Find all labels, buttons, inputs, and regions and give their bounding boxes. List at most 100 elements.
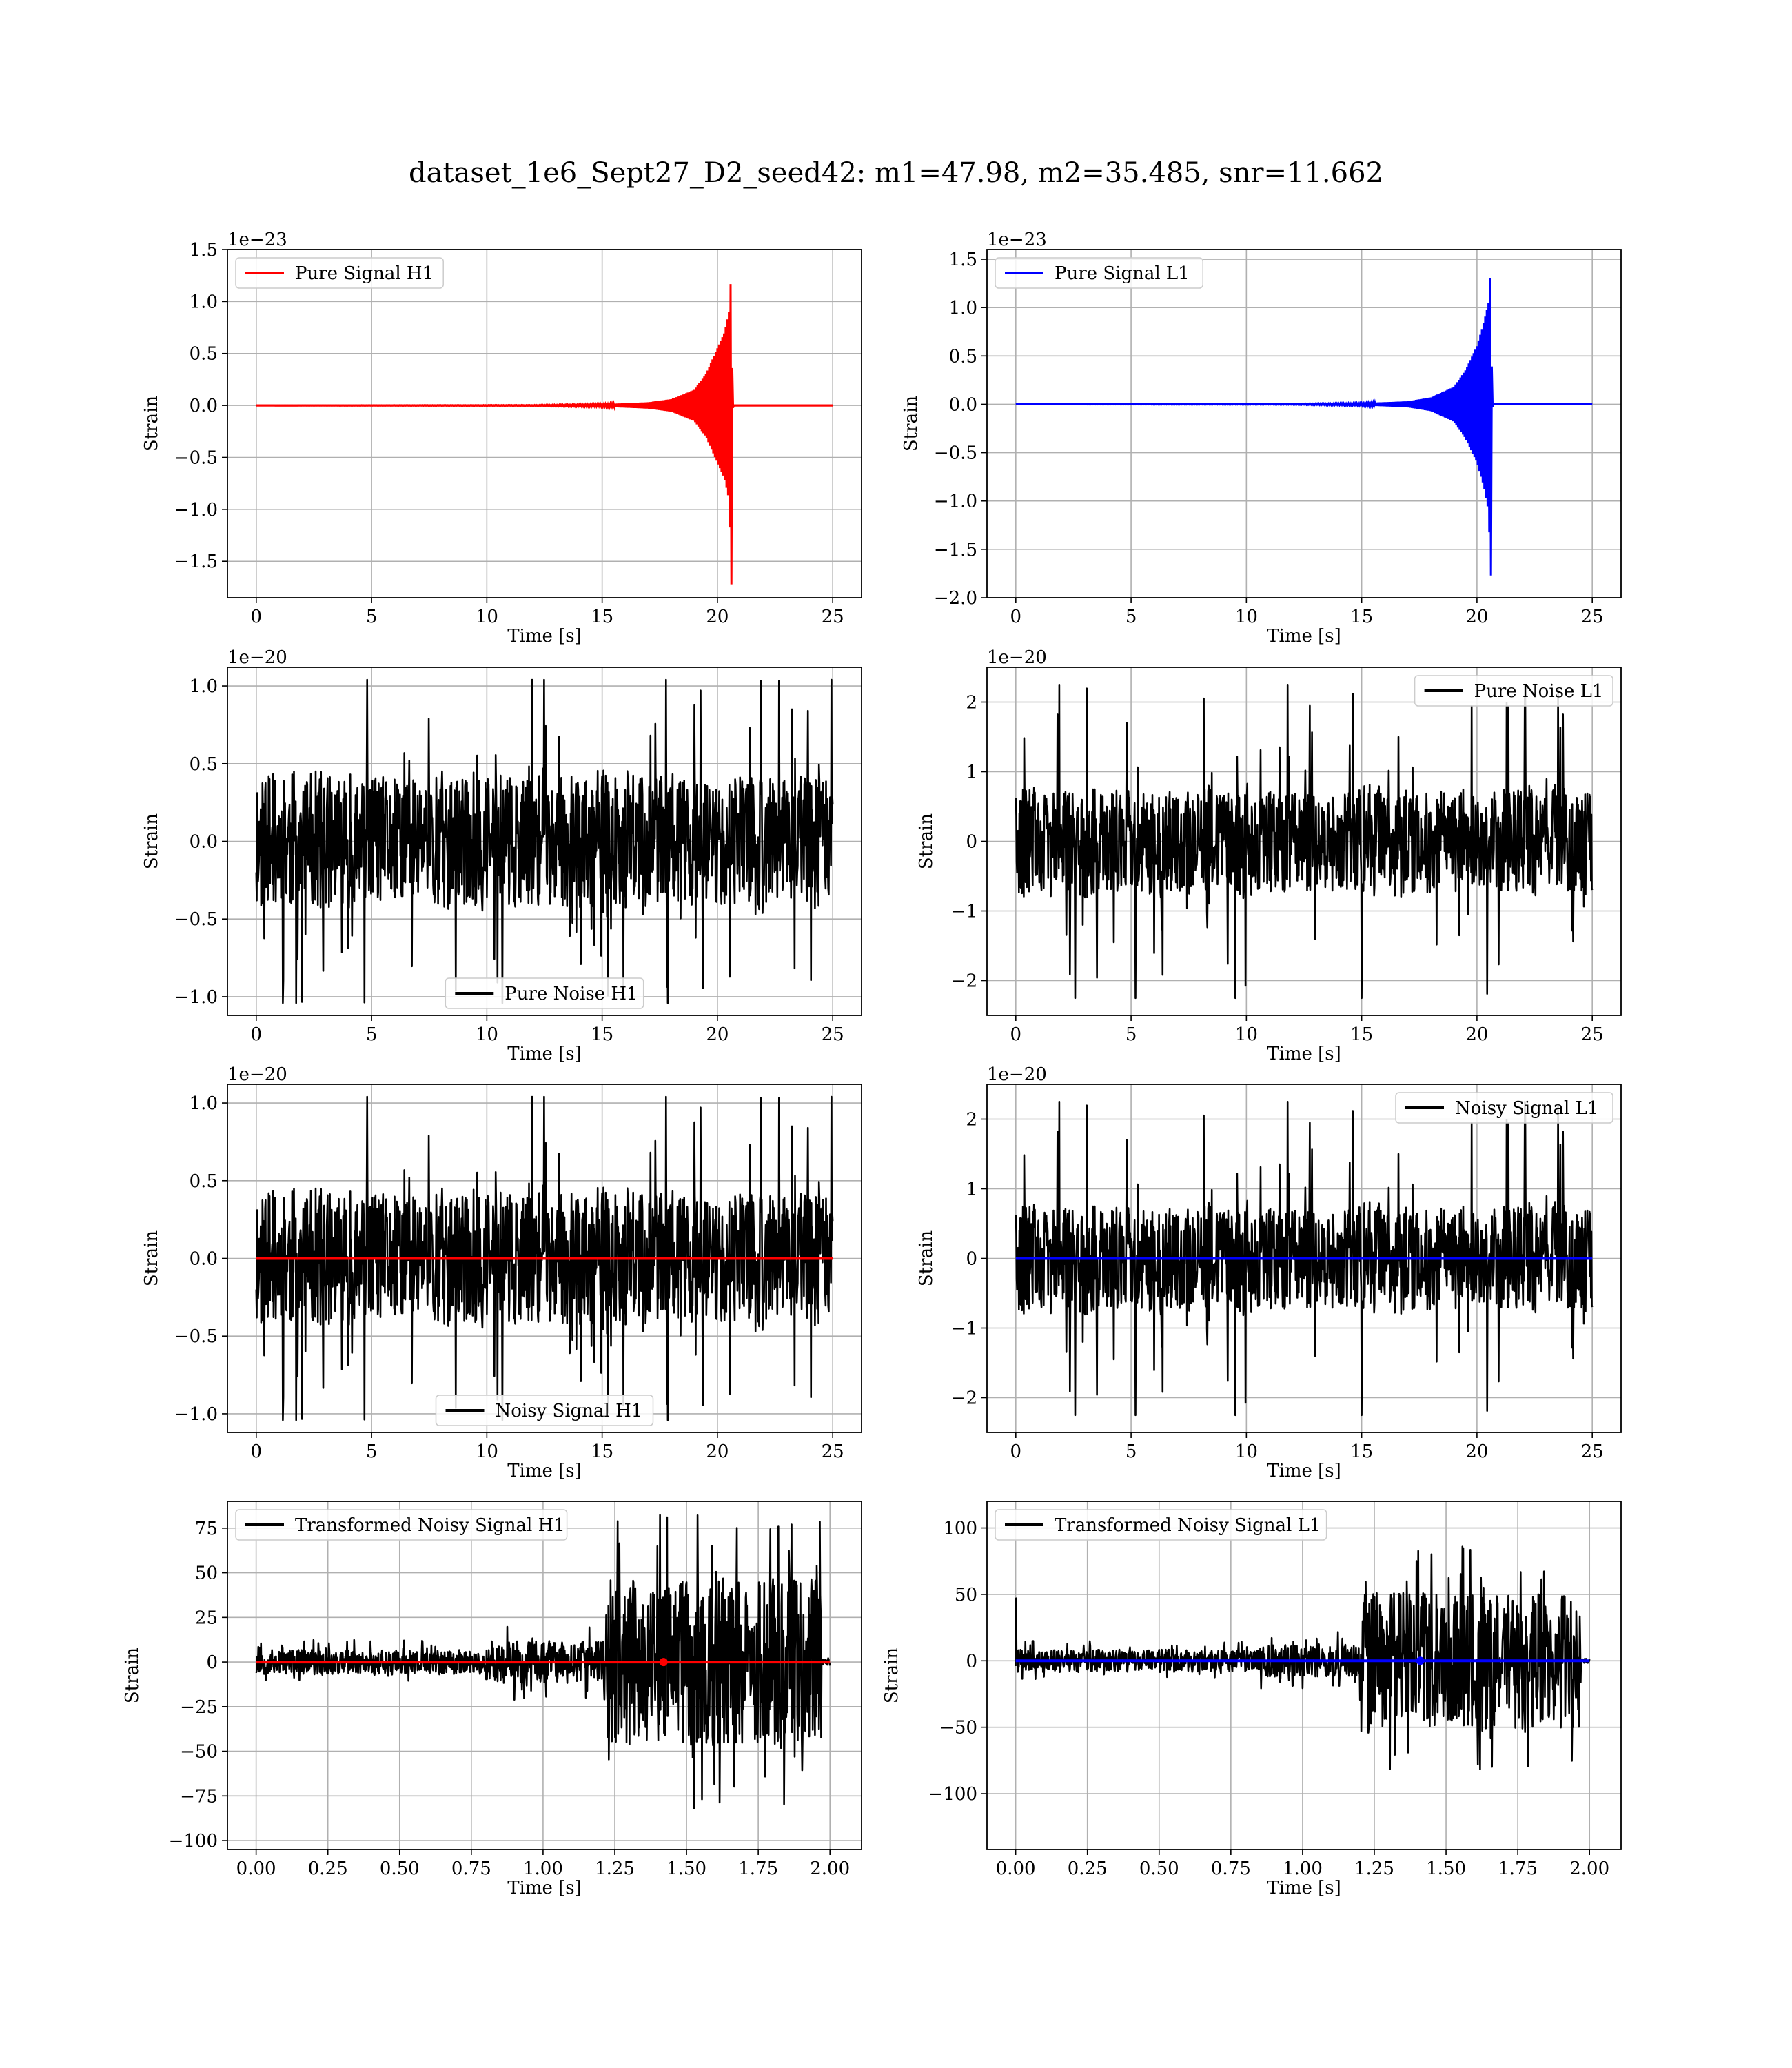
- plot-area: [1015, 684, 1594, 1000]
- legend-label: Transformed Noisy Signal L1: [1055, 1515, 1321, 1536]
- plot-transformed-noisy-signal-h1: 0.00 0.25 0.50 0.75 1.00 1.25 1.50 1.75 2.00 −100…: [122, 1501, 862, 1898]
- x-tick-label: 5: [366, 1024, 378, 1045]
- x-axis-label: Time [s]: [507, 1461, 582, 1481]
- y-tick-label: 1.5: [190, 240, 218, 261]
- y-tick-label: 75: [195, 1519, 218, 1539]
- x-tick-label: 15: [1350, 607, 1373, 627]
- y-tick-label: 0: [966, 1651, 977, 1672]
- x-tick-label: 5: [1126, 1441, 1137, 1462]
- signal-trace: [256, 284, 833, 585]
- y-tick-label: −0.5: [174, 447, 218, 468]
- y-axis-label: Strain: [916, 813, 937, 870]
- x-tick-label: 0.00: [996, 1858, 1036, 1879]
- x-tick-label: 1.75: [1498, 1858, 1538, 1879]
- y-axis-label: Strain: [141, 1230, 162, 1287]
- x-axis-label: Time [s]: [1267, 626, 1341, 647]
- axis-offset-label: 1e−23: [987, 230, 1047, 250]
- legend-label: Pure Signal L1: [1055, 263, 1190, 284]
- x-tick-label: 0.00: [236, 1858, 276, 1879]
- noise-trace: [1015, 1545, 1591, 1771]
- x-tick-label: 15: [1350, 1024, 1373, 1045]
- x-tick-label: 20: [706, 1441, 729, 1462]
- y-tick-label: −25: [180, 1697, 218, 1718]
- noise-trace: [1015, 1101, 1594, 1417]
- y-tick-label: −2: [951, 1388, 977, 1409]
- legend: Transformed Noisy Signal L1: [995, 1509, 1327, 1541]
- x-tick-label: 0.25: [308, 1858, 348, 1879]
- x-tick-label: 25: [1581, 607, 1604, 627]
- y-tick-label: 0: [966, 832, 977, 853]
- x-tick-label: 10: [1235, 1024, 1258, 1045]
- x-tick-label: 20: [1465, 1024, 1488, 1045]
- y-tick-label: 25: [195, 1608, 218, 1628]
- y-tick-label: 1.0: [949, 298, 977, 318]
- x-tick-label: 5: [1126, 1024, 1137, 1045]
- legend-box: [235, 257, 444, 289]
- plot-pure-signal-l1: 0 5 10 15 20 25 −2.0 −1.5 −1.0 −0.5 0.0 0.5 1.0 1.5 Ti…: [901, 230, 1622, 647]
- x-tick-label: 1.50: [1426, 1858, 1466, 1879]
- x-tick-label: 1.00: [523, 1858, 563, 1879]
- legend-label: Pure Noise L1: [1474, 681, 1604, 702]
- x-tick-label: 0: [1010, 1441, 1022, 1462]
- x-tick-label: 10: [476, 607, 498, 627]
- x-tick-label: 10: [1235, 1441, 1258, 1462]
- y-tick-label: 0: [966, 1249, 977, 1270]
- y-tick-label: −1.0: [934, 491, 977, 512]
- plot-area: [1015, 1545, 1591, 1771]
- x-axis-label: Time [s]: [507, 626, 582, 647]
- legend-label: Noisy Signal H1: [496, 1401, 643, 1421]
- x-tick-label: 15: [591, 1024, 613, 1045]
- y-tick-label: 1.0: [190, 292, 218, 312]
- y-tick-label: 1.5: [949, 250, 977, 270]
- y-tick-label: −1.0: [174, 1404, 218, 1425]
- y-tick-label: −1.5: [174, 551, 218, 572]
- signal-trace: [1015, 278, 1593, 576]
- x-tick-label: 5: [1126, 607, 1137, 627]
- legend-box: [435, 1395, 654, 1426]
- y-axis-label: Strain: [901, 396, 922, 452]
- y-tick-label: 50: [195, 1563, 218, 1584]
- y-axis-label: Strain: [882, 1648, 902, 1704]
- x-tick-label: 0.50: [1139, 1858, 1179, 1879]
- y-tick-label: −50: [180, 1742, 218, 1763]
- x-tick-label: 25: [1581, 1024, 1604, 1045]
- y-tick-label: 100: [943, 1519, 977, 1539]
- y-tick-label: 1: [966, 1179, 977, 1200]
- y-tick-label: −0.5: [934, 443, 977, 464]
- x-tick-label: 2.00: [1569, 1858, 1609, 1879]
- x-axis-label: Time [s]: [507, 1044, 582, 1064]
- y-tick-label: 0.5: [190, 1171, 218, 1192]
- y-tick-label: −0.5: [174, 909, 218, 930]
- x-tick-label: 20: [1465, 1441, 1488, 1462]
- plot-pure-noise-l1: 0 5 10 15 20 25 −2 −1 0 1 2 Time [s] Strain 1e−20 Pure…: [916, 647, 1622, 1064]
- legend-label: Transformed Noisy Signal H1: [295, 1515, 565, 1536]
- x-tick-label: 15: [591, 607, 613, 627]
- y-tick-label: 0.5: [190, 344, 218, 365]
- plot-pure-signal-h1: 0 5 10 15 20 25 −1.5 −1.0 −0.5 0.0 0.5 1.0 1.5 Time […: [141, 230, 862, 647]
- x-tick-label: 20: [706, 1024, 729, 1045]
- x-tick-label: 25: [822, 1441, 844, 1462]
- axes-frame: [227, 1501, 862, 1850]
- plot-area: [255, 678, 834, 1004]
- y-tick-label: −100: [928, 1784, 977, 1805]
- y-tick-label: −100: [169, 1831, 218, 1852]
- x-tick-label: 5: [366, 607, 378, 627]
- x-tick-label: 25: [1581, 1441, 1604, 1462]
- y-tick-label: −2: [951, 971, 977, 992]
- x-tick-label: 1.75: [738, 1858, 778, 1879]
- noise-trace: [255, 678, 834, 1004]
- y-axis-label: Strain: [122, 1648, 143, 1704]
- y-tick-label: 2: [966, 693, 977, 713]
- y-tick-label: −1.0: [174, 500, 218, 520]
- x-tick-label: 0: [1010, 1024, 1022, 1045]
- x-tick-label: 0.25: [1068, 1858, 1108, 1879]
- signal-merger-marker: [1416, 1656, 1425, 1665]
- legend: Noisy Signal H1: [435, 1395, 654, 1426]
- noise-trace: [255, 1095, 834, 1421]
- y-tick-label: −1: [951, 1319, 977, 1339]
- x-axis-label: Time [s]: [507, 1878, 582, 1898]
- legend-box: [995, 1509, 1327, 1541]
- x-tick-label: 25: [822, 607, 844, 627]
- legend: Pure Noise L1: [1414, 675, 1613, 707]
- x-tick-label: 0.75: [451, 1858, 491, 1879]
